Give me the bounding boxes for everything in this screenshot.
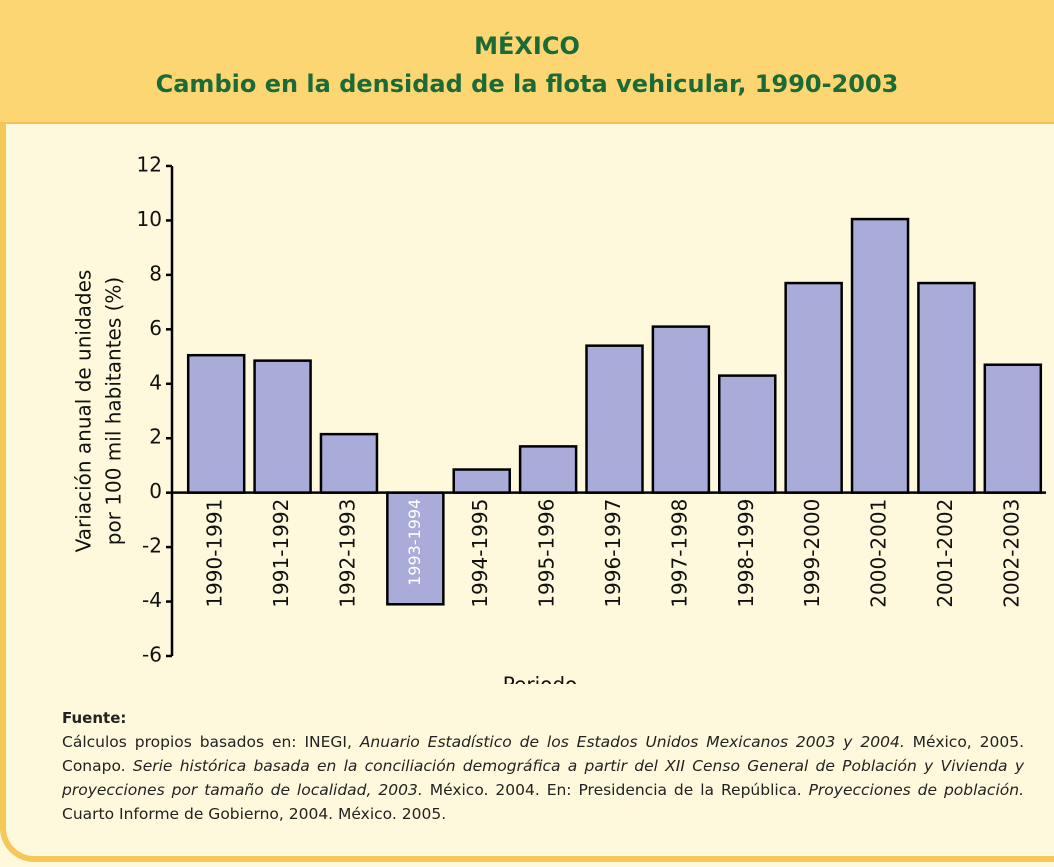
x-tick-label: 1997-1998	[667, 499, 691, 608]
source-part: México, 2005. Conapo.	[62, 733, 1025, 775]
x-tick-label: 1998-1999	[734, 499, 758, 608]
source-note: Fuente: Cálculos propios basados en: INE…	[62, 706, 1024, 826]
chart-subtitle: Cambio en la densidad de la flota vehicu…	[155, 70, 899, 98]
x-tick-label: 1990-1991	[203, 499, 227, 608]
y-tick-label: 4	[149, 370, 162, 394]
x-tick-label: 1994-1995	[468, 499, 492, 608]
source-part: Proyecciones de población.	[808, 781, 1024, 799]
bar	[253, 359, 312, 494]
y-axis-label: por 100 mil habitantes (%)	[102, 277, 126, 546]
y-tick-label: 6	[149, 316, 162, 340]
source-part: Cuarto Informe de Gobierno, 2004. México…	[62, 805, 447, 823]
bar	[386, 491, 445, 606]
bar	[917, 281, 976, 494]
bar	[452, 468, 511, 494]
y-tick-label: -6	[142, 643, 162, 667]
bar	[319, 432, 379, 494]
bar	[186, 353, 246, 494]
y-tick-label: 2	[149, 425, 162, 449]
x-tick-label: 1991-1992	[269, 499, 293, 608]
bar	[585, 344, 644, 494]
y-tick-label: -2	[142, 534, 162, 558]
header: MÉXICO Cambio en la densidad de la flota…	[0, 0, 1054, 124]
y-axis-label: Variación anual de unidades	[72, 270, 96, 553]
x-tick-label: 1999-2000	[800, 499, 824, 608]
y-tick-label: 12	[137, 153, 162, 177]
bar	[850, 217, 910, 494]
source-part: Anuario Estadístico de los Estados Unido…	[359, 733, 905, 751]
source-part: Cálculos propios basados en: INEGI,	[62, 733, 360, 751]
x-tick-label: 1992-1993	[335, 499, 359, 608]
x-tick-label: 1996-1997	[601, 499, 625, 608]
chart-title: MÉXICO	[474, 32, 580, 60]
source-text: Cálculos propios basados en: INEGI, Anua…	[62, 730, 1024, 826]
y-tick-label: -4	[142, 588, 162, 612]
bar	[718, 374, 777, 494]
source-part: México. 2004. En: Presidencia de la Repú…	[422, 781, 809, 799]
bar	[518, 445, 578, 494]
bar	[784, 281, 843, 494]
bar	[651, 325, 711, 494]
bar	[983, 363, 1043, 494]
x-axis-label: Periodo	[503, 673, 578, 685]
source-heading: Fuente:	[62, 709, 127, 727]
x-tick-label: 2001-2002	[933, 499, 957, 608]
y-tick-label: 10	[137, 207, 162, 231]
x-tick-label: 1993-1994	[405, 499, 424, 586]
source-part: Serie histórica basada en la conciliació…	[62, 757, 1024, 799]
y-tick-label: 0	[149, 479, 162, 503]
x-tick-label: 2000-2001	[867, 499, 891, 608]
x-tick-label: 2002-2003	[999, 499, 1023, 608]
y-tick-label: 8	[149, 261, 162, 285]
x-tick-label: 1995-1996	[535, 499, 559, 608]
